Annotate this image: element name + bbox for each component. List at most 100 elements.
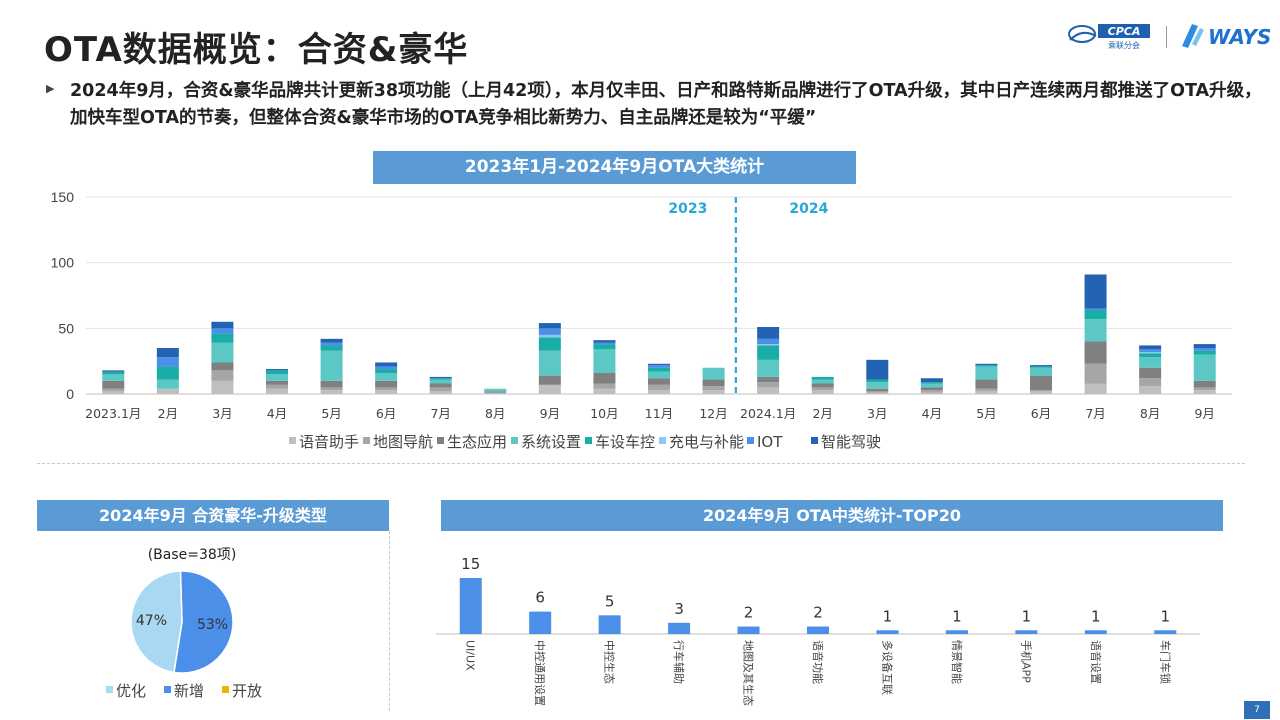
top20-category-label: 车门车锁 [1158, 640, 1172, 684]
bar-segment [920, 382, 943, 384]
bar-segment [102, 374, 125, 381]
bar-segment [866, 379, 889, 383]
bar-segment [648, 371, 670, 379]
bar-segment [757, 376, 780, 383]
bar-segment [702, 390, 725, 394]
top20-data-label: 1 [952, 607, 962, 625]
bar-segment [757, 387, 780, 394]
bar-segment [648, 378, 670, 385]
bar-segment [593, 340, 616, 343]
x-tick-label: 2月 [812, 406, 832, 421]
bar-segment [975, 365, 998, 367]
x-tick-label: 2024.1月 [740, 406, 796, 421]
bar-segment [593, 344, 616, 350]
top20-category-label: 中控通用设置 [533, 640, 547, 706]
bar-segment [320, 380, 343, 388]
y-tick-label: 50 [58, 320, 74, 336]
bar-segment [375, 387, 398, 391]
bar-segment [593, 388, 616, 394]
x-tick-label: 8月 [1140, 406, 1160, 421]
legend-swatch [363, 437, 370, 444]
section-divider-horizontal [37, 463, 1245, 464]
x-tick-label: 7月 [430, 406, 450, 421]
bar-segment [593, 372, 616, 384]
bar-segment [375, 372, 398, 381]
top20-data-label: 3 [674, 600, 684, 618]
bar-segment [484, 391, 507, 393]
bar-segment [593, 383, 616, 389]
x-tick-label: 4月 [267, 406, 287, 421]
x-tick-label: 2023.1月 [85, 406, 141, 421]
top20-data-label: 15 [461, 555, 480, 573]
page-number: 7 [1244, 701, 1270, 719]
bar-segment [648, 384, 670, 391]
bar-segment [757, 338, 780, 345]
bar-segment [757, 359, 780, 377]
bar-segment [1193, 348, 1216, 351]
bar-segment [211, 342, 234, 363]
top20-chart-banner: 2024年9月 OTA中类统计-TOP20 [441, 500, 1223, 531]
bar-segment [1139, 367, 1162, 379]
x-tick-label: 11月 [645, 406, 673, 421]
bar-segment [757, 345, 780, 360]
y-tick-label: 150 [51, 189, 75, 205]
x-tick-label: 8月 [485, 406, 505, 421]
x-tick-label: 6月 [1031, 406, 1051, 421]
bar-segment [538, 337, 561, 351]
bar-segment [811, 376, 834, 380]
pie-legend-swatch [164, 686, 171, 693]
year-label-2024: 2024 [789, 201, 828, 217]
bar-segment [429, 387, 452, 392]
top20-data-label: 2 [744, 604, 754, 622]
top20-bar [876, 630, 899, 634]
bar-segment [1030, 366, 1052, 368]
bar-segment [211, 333, 234, 343]
legend-label: 智能驾驶 [821, 433, 881, 451]
legend-label: 语音助手 [299, 433, 359, 451]
bar-segment [975, 391, 998, 394]
bar-segment [1193, 344, 1216, 349]
bar-segment [266, 388, 288, 394]
legend-label: 地图导航 [373, 433, 433, 451]
bar-segment [375, 380, 398, 388]
bar-segment [975, 379, 998, 389]
bar-segment [1139, 353, 1162, 358]
top20-bar [598, 615, 621, 634]
bar-segment [538, 350, 561, 376]
top20-data-label: 2 [813, 604, 823, 622]
bar-segment [429, 383, 452, 388]
bar-segment [1030, 367, 1052, 376]
pie-slice-label: 47% [136, 613, 167, 629]
legend-swatch [289, 437, 296, 444]
top20-bar [1084, 630, 1107, 634]
bar-segment [320, 390, 343, 394]
bar-segment [1193, 387, 1216, 391]
top20-bar [1015, 630, 1038, 634]
legend-swatch [511, 437, 518, 444]
top20-category-label: 语音功能 [811, 640, 825, 684]
bar-segment [211, 321, 234, 329]
year-label-2023: 2023 [668, 201, 707, 217]
top20-category-label: 多设备互联 [880, 640, 894, 695]
bar-segment [266, 380, 288, 385]
bar-segment [1030, 375, 1052, 391]
bar-segment [920, 378, 943, 383]
top20-category-label: 手机APP [1019, 640, 1033, 683]
bar-segment [648, 363, 670, 366]
bar-segment [866, 391, 889, 393]
top20-bar [945, 630, 968, 634]
bar-segment [920, 390, 943, 393]
pie-legend-swatch [222, 686, 229, 693]
bar-segment [211, 328, 234, 334]
bar-segment [1084, 308, 1107, 310]
bar-segment [811, 383, 834, 388]
bar-segment [156, 348, 179, 358]
top20-bar [1154, 630, 1177, 634]
bar-segment [757, 382, 780, 388]
top20-bar [737, 626, 760, 634]
bar-segment [866, 392, 889, 394]
bar-segment [211, 362, 234, 371]
legend-swatch [437, 437, 444, 444]
main-chart-banner: 2023年1月-2024年9月OTA大类统计 [373, 151, 856, 184]
pie-legend-label: 优化 [116, 682, 146, 700]
